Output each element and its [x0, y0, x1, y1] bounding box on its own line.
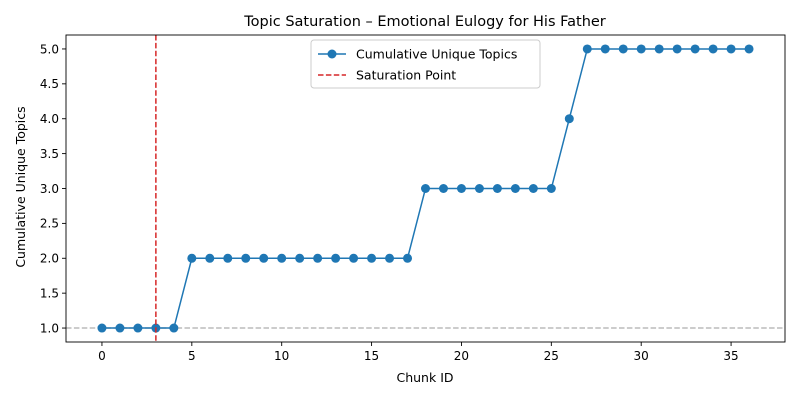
- data-point: [205, 253, 215, 263]
- data-point: [385, 253, 395, 263]
- x-tick-label: 0: [98, 349, 106, 363]
- y-tick-label: 4.0: [40, 112, 59, 126]
- y-tick-label: 3.0: [40, 182, 59, 196]
- x-tick-label: 15: [364, 349, 379, 363]
- data-point: [97, 323, 107, 333]
- legend-label-saturation: Saturation Point: [356, 68, 456, 83]
- legend-label-series: Cumulative Unique Topics: [356, 47, 517, 62]
- data-point: [169, 323, 179, 333]
- data-point: [492, 184, 502, 193]
- data-point: [367, 253, 377, 263]
- data-point: [403, 253, 413, 263]
- y-tick-label: 3.5: [40, 147, 59, 161]
- x-axis-title: Chunk ID: [396, 370, 453, 385]
- data-point: [259, 253, 269, 263]
- data-point: [133, 323, 143, 333]
- data-point: [241, 253, 251, 263]
- y-axis-title: Cumulative Unique Topics: [13, 106, 28, 267]
- data-point: [726, 44, 736, 54]
- data-point: [438, 184, 448, 193]
- y-tick-label: 2.5: [40, 217, 59, 231]
- data-point: [421, 184, 430, 193]
- data-point: [456, 184, 466, 193]
- y-tick-label: 4.5: [40, 77, 59, 91]
- data-point: [654, 44, 664, 54]
- data-point: [582, 44, 592, 54]
- data-point: [618, 44, 628, 54]
- y-tick-label: 1.5: [40, 286, 59, 300]
- data-point: [600, 44, 610, 54]
- chart-title: Topic Saturation – Emotional Eulogy for …: [243, 14, 606, 30]
- data-point: [115, 323, 125, 333]
- data-point: [510, 184, 520, 193]
- data-point: [349, 253, 359, 263]
- data-point: [708, 44, 718, 54]
- data-point: [690, 44, 700, 54]
- data-point: [474, 184, 484, 193]
- y-tick-label: 2.0: [40, 252, 59, 266]
- data-point: [313, 253, 323, 263]
- data-point: [187, 253, 197, 263]
- legend: Cumulative Unique Topics Saturation Poin…: [310, 39, 541, 89]
- data-point: [546, 184, 556, 193]
- legend-frame: [310, 39, 541, 89]
- y-tick-label: 1.0: [40, 321, 59, 335]
- legend-marker-swatch: [327, 49, 337, 59]
- x-tick-label: 30: [634, 349, 649, 363]
- x-tick-label: 20: [454, 349, 469, 363]
- data-point: [744, 44, 754, 54]
- x-tick-label: 35: [723, 349, 738, 363]
- data-point: [636, 44, 646, 54]
- data-point: [277, 253, 287, 263]
- data-point: [564, 114, 574, 124]
- y-tick-label: 5.0: [40, 42, 59, 56]
- data-point: [672, 44, 682, 54]
- x-tick-label: 5: [188, 349, 196, 363]
- data-point: [223, 253, 233, 263]
- data-point: [528, 184, 538, 193]
- x-tick-label: 25: [544, 349, 559, 363]
- x-tick-label: 10: [274, 349, 289, 363]
- data-point: [331, 253, 341, 263]
- data-point: [295, 253, 305, 263]
- plot-area: 0 5 10 15 20 25 30 35 1.0 1.5 2.0 2.5 3.0 3.5 4.0 4.5 5.…: [40, 34, 786, 363]
